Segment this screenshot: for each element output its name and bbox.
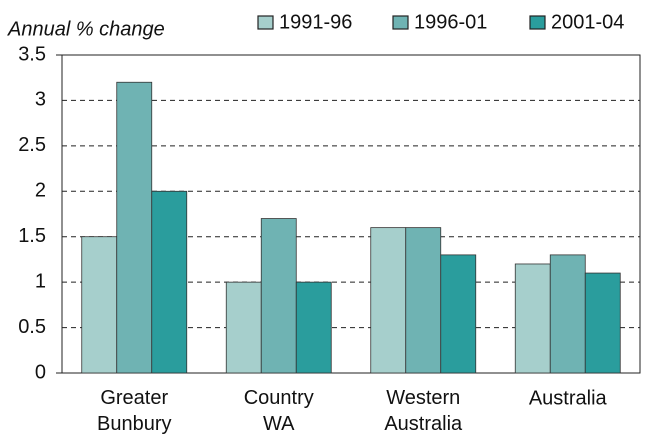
y-tick-label: 2 [35,180,46,202]
bar [370,227,407,374]
bar [225,281,262,374]
legend-swatch [392,15,409,30]
legend-swatch [257,15,274,30]
y-tick-label: 3.5 [18,43,46,65]
legend-label: 2001-04 [551,11,624,33]
y-tick-label: 0 [35,361,46,383]
x-tick-label: Australia [529,387,608,409]
bar [295,281,332,374]
bar [549,254,586,374]
plot-area [61,54,641,374]
bar [514,263,551,374]
y-tick-label: 0.5 [18,316,46,338]
bar [151,190,188,374]
x-tick-label: Country WA [244,387,314,435]
y-tick-label: 2.5 [18,134,46,156]
y-tick-label: 1 [35,270,46,292]
legend-label: 1996-01 [414,11,487,33]
bar [81,236,118,374]
x-tick-label: Western Australia [384,387,463,435]
bar [116,81,153,374]
x-tick-label: Greater Bunbury [97,387,172,435]
bar [440,254,477,374]
y-tick-label: 1.5 [18,225,46,247]
legend-label: 1991-96 [279,11,352,33]
bar [584,272,621,374]
bar [260,218,297,374]
legend-swatch [529,15,546,30]
y-tick-label: 3 [35,89,46,111]
y-axis-label: Annual % change [7,18,165,40]
bar [405,227,442,374]
